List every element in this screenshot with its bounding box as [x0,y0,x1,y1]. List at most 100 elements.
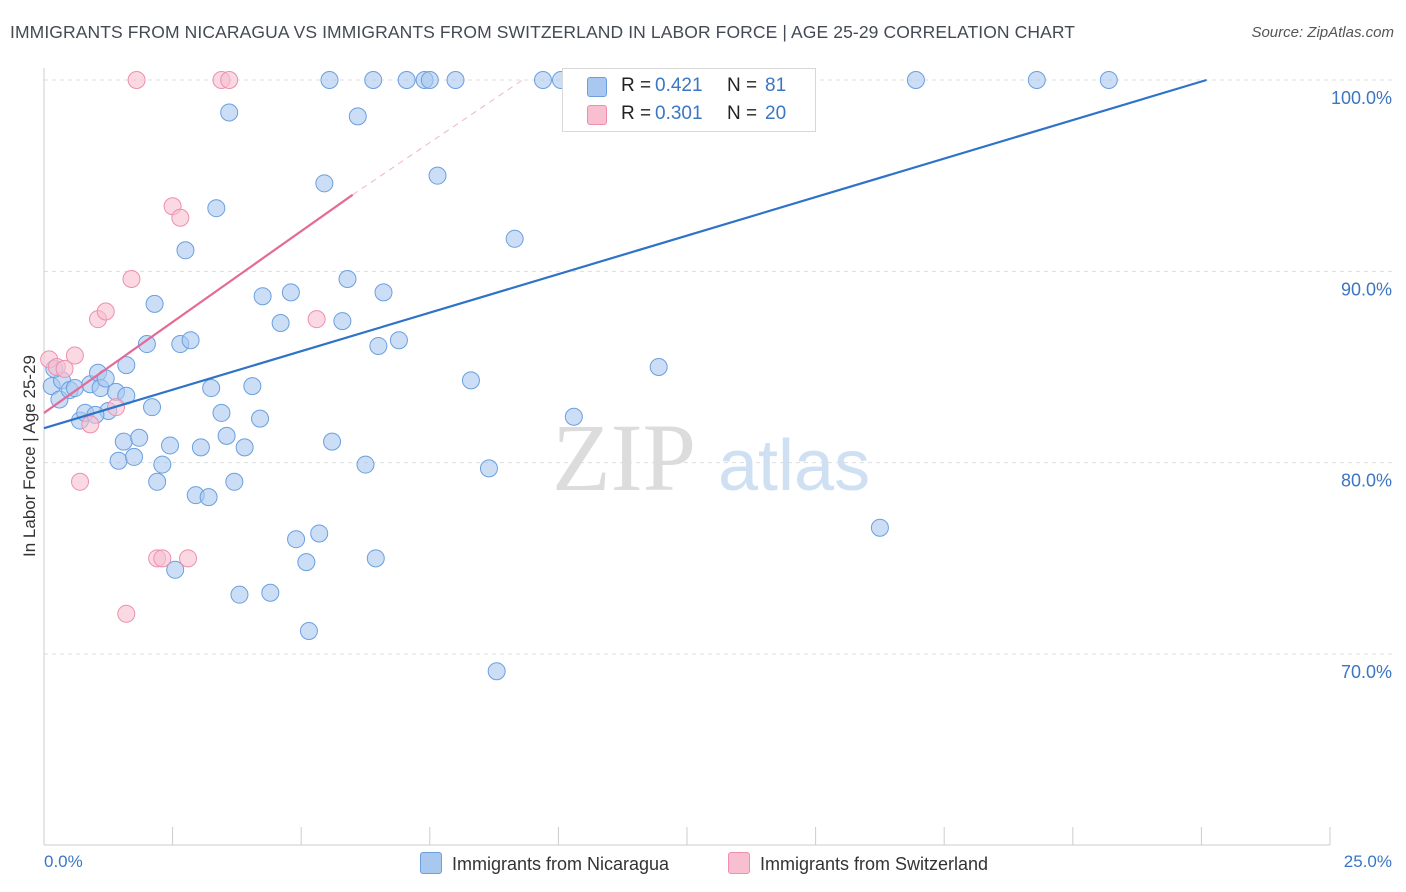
legend-n-label: N = [727,103,758,124]
point-nicaragua [287,530,306,549]
point-nicaragua [461,371,480,390]
point-nicaragua [143,398,162,417]
point-nicaragua [323,432,342,451]
axes [43,68,1331,846]
point-nicaragua [348,107,367,126]
point-nicaragua [220,103,239,122]
chart-title: IMMIGRANTS FROM NICARAGUA VS IMMIGRANTS … [10,22,1076,42]
point-nicaragua [533,71,552,89]
point-switzerland [65,346,84,365]
point-switzerland [307,310,326,329]
point-nicaragua [446,71,465,89]
point-nicaragua [310,524,329,543]
point-nicaragua [253,287,272,306]
point-nicaragua [369,336,388,355]
legend-row-switzerland: R = 0.301 N = 20 [563,100,815,128]
point-switzerland [71,472,90,491]
point-nicaragua [487,662,506,681]
grid-lines [44,79,1392,655]
y-tick-labels: 70.0% 80.0% 90.0% 100.0% [1331,88,1392,682]
point-switzerland [179,549,198,568]
point-switzerland [55,359,74,378]
point-nicaragua [649,357,668,376]
legend-n-value: 20 [765,103,787,124]
point-nicaragua [338,269,357,288]
point-switzerland [96,302,115,321]
point-nicaragua [148,472,167,491]
y-tick-label: 100.0% [1331,88,1392,108]
trend-line-switzerland [43,193,354,414]
point-nicaragua [153,455,172,474]
point-nicaragua [181,331,200,350]
point-nicaragua [137,335,156,354]
point-nicaragua [870,518,889,537]
point-switzerland [81,415,100,434]
point-nicaragua [217,426,236,445]
legend-item-switzerland[interactable]: Immigrants from Switzerland [728,852,988,875]
point-nicaragua [364,71,383,89]
point-nicaragua [320,71,339,89]
point-nicaragua [906,71,925,89]
point-switzerland [220,71,239,89]
y-tick-label: 70.0% [1341,662,1392,682]
point-nicaragua [235,438,254,457]
point-nicaragua [271,313,290,332]
point-nicaragua [125,447,144,466]
legend-item-nicaragua[interactable]: Immigrants from Nicaragua [420,852,669,875]
point-nicaragua [564,407,583,426]
source-credit: Source: ZipAtlas.com [1251,24,1394,41]
point-nicaragua [420,71,439,89]
point-switzerland [122,269,141,288]
legend-row-nicaragua: R = 0.421 N = 81 [563,72,815,100]
point-switzerland [153,549,172,568]
point-nicaragua [281,283,300,302]
point-nicaragua [117,356,136,375]
legend-swatch-switzerland [587,105,607,125]
legend-n-label: N = [727,75,758,96]
point-nicaragua [230,585,249,604]
trend-line-switzerland-extension [352,79,523,196]
legend-r-value: 0.301 [655,103,703,124]
point-nicaragua [176,241,195,260]
point-nicaragua [1027,71,1046,89]
legend-swatch-nicaragua [587,77,607,97]
point-nicaragua [145,294,164,313]
point-switzerland [117,604,136,623]
point-nicaragua [191,438,210,457]
legend-r-value: 0.421 [655,75,703,96]
point-switzerland [171,208,190,227]
point-nicaragua [397,71,416,89]
point-nicaragua [251,409,270,428]
trend-lines [43,78,1207,430]
point-nicaragua [261,583,280,602]
x-tick-min: 0.0% [44,852,83,871]
point-nicaragua [505,229,524,248]
legend-r-label: R = [621,75,652,96]
legend-swatch-switzerland [728,852,750,874]
point-nicaragua [212,403,231,422]
point-nicaragua [315,174,334,193]
legend-n-value: 81 [765,75,787,96]
point-nicaragua [428,166,447,185]
legend-label-nicaragua: Immigrants from Nicaragua [452,854,670,874]
point-nicaragua [299,622,318,641]
point-nicaragua [356,455,375,474]
point-nicaragua [374,283,393,302]
point-nicaragua [225,472,244,491]
y-tick-label: 80.0% [1341,471,1392,491]
point-switzerland [127,71,146,89]
legend-r-label: R = [621,103,652,124]
point-nicaragua [166,560,185,579]
legend-label-switzerland: Immigrants from Switzerland [760,854,989,874]
point-nicaragua [199,488,218,507]
legend-swatch-nicaragua [420,852,442,874]
point-nicaragua [333,312,352,331]
point-nicaragua [114,432,133,451]
point-nicaragua [389,331,408,350]
point-nicaragua [366,549,385,568]
watermark: ZIP atlas [552,404,870,511]
point-nicaragua [479,459,498,478]
point-nicaragua [130,428,149,447]
point-nicaragua [202,379,221,398]
